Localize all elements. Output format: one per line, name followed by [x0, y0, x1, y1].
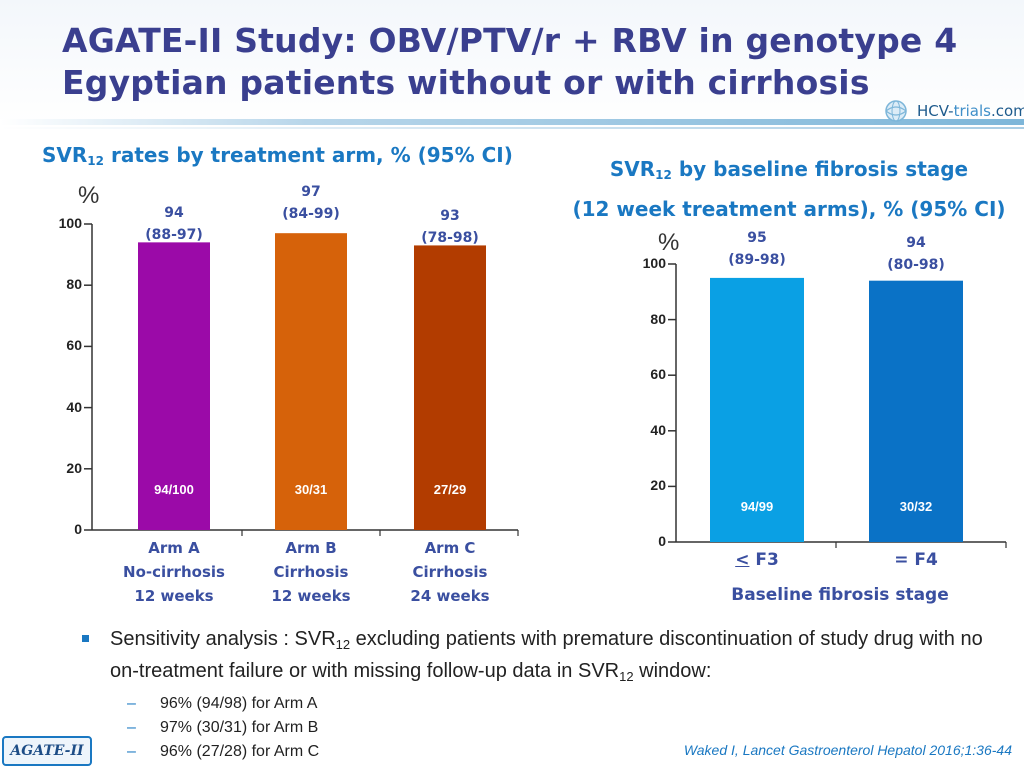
sub-bullet-arm-a: – 96% (94/98) for Arm A — [80, 692, 1010, 716]
arm-y-tick-label: 0 — [74, 521, 82, 537]
fibrosis-y-tick-label: 100 — [642, 255, 666, 271]
sub-bullet-text: 96% (27/28) for Arm C — [160, 743, 320, 760]
right-title-svr: SVR — [609, 157, 656, 181]
fibrosis-value: 95 — [747, 229, 767, 246]
right-title-sub: 12 — [655, 168, 672, 182]
left-title-svr: SVR — [42, 143, 88, 167]
arm-category-label: Arm A No-cirrhosis 12 weeks — [99, 536, 249, 608]
arm-category-line: Cirrhosis — [273, 563, 349, 581]
fibrosis-value-label: 95 (89-98) — [697, 227, 817, 271]
less-equal-sign: < — [735, 550, 750, 570]
bullet-sub-1: 12 — [335, 637, 351, 652]
bullet-text-pre: Sensitivity analysis : SVR — [110, 628, 336, 650]
fibrosis-y-unit-label: % — [658, 229, 680, 256]
right-x-axis-label: Baseline fibrosis stage — [731, 585, 949, 605]
fibrosis-ci: (80-98) — [887, 256, 945, 273]
arm-category-label: Arm C Cirrhosis 24 weeks — [375, 536, 525, 608]
arm-y-tick-label: 100 — [58, 215, 82, 231]
dash-icon: – — [127, 743, 136, 760]
sub-bullet-arm-c: – 96% (27/28) for Arm C — [80, 740, 1010, 764]
arm-ci: (88-97) — [145, 227, 203, 244]
arm-y-tick-label: 20 — [66, 459, 82, 476]
arm-y-tick-label: 60 — [66, 337, 82, 354]
study-tag: AGATE-II — [2, 736, 92, 766]
header-rule — [0, 119, 1024, 125]
arm-category-line: Arm C — [424, 539, 476, 557]
fibrosis-y-tick-label: 60 — [650, 366, 666, 383]
fibrosis-y-tick-label: 80 — [650, 310, 666, 327]
bullet-text-mid: excluding patients with premature discon… — [110, 628, 983, 682]
fibrosis-count-label: 30/32 — [899, 499, 933, 514]
title-line-1: AGATE-II Study: OBV/PTV/r + RBV in genot… — [62, 21, 958, 60]
bullet-sub-2: 12 — [619, 669, 634, 684]
right-title-rest: by baseline fibrosis stage — [671, 157, 969, 181]
slide-title: AGATE-II Study: OBV/PTV/r + RBV in genot… — [62, 20, 962, 104]
right-title-line-2: (12 week treatment arms), % (95% CI) — [572, 197, 1006, 221]
sub-bullet-arm-b: – 97% (30/31) for Arm B — [80, 716, 1010, 740]
arm-ci: (78-98) — [421, 230, 479, 247]
arm-category-line: 12 weeks — [271, 587, 351, 605]
arm-value-label: 93 (78-98) — [390, 205, 510, 249]
bullet-text-post: window: — [633, 660, 712, 682]
arm-category-line: 12 weeks — [134, 587, 214, 605]
arm-category-line: Arm B — [285, 539, 337, 557]
right-title-line-1: SVR12 by baseline fibrosis stage — [566, 152, 1012, 192]
bullet-sensitivity-analysis: Sensitivity analysis : SVR12 excluding p… — [80, 626, 1010, 690]
arm-value: 93 — [440, 208, 460, 225]
arm-y-unit-label: % — [78, 182, 100, 209]
header-rule-thin — [0, 127, 1024, 129]
sub-bullet-text: 97% (30/31) for Arm B — [160, 719, 319, 736]
left-title-rest: rates by treatment arm, % (95% CI) — [104, 143, 513, 167]
title-line-2: Egyptian patients without or with cirrho… — [62, 63, 870, 102]
fibrosis-y-tick-label: 20 — [650, 477, 666, 494]
logo-text: HCV-trials.com — [917, 102, 1024, 120]
arm-count-label: 27/29 — [433, 482, 467, 497]
arm-value-label: 94 (88-97) — [114, 202, 234, 246]
logo-text-part2: trials — [953, 102, 991, 120]
citation: Waked I, Lancet Gastroenterol Hepatol 20… — [683, 742, 1012, 758]
arm-category-line: No-cirrhosis — [123, 563, 225, 581]
dash-icon: – — [127, 695, 136, 712]
fibrosis-count-label: 94/99 — [740, 499, 774, 514]
arm-y-tick-label: 40 — [66, 398, 82, 415]
arm-category-label: Arm B Cirrhosis 12 weeks — [236, 536, 386, 608]
fibrosis-y-tick-label: 40 — [650, 421, 666, 438]
arm-category-line: Arm A — [148, 539, 200, 557]
arm-value: 97 — [301, 184, 321, 201]
arm-category-line: Cirrhosis — [412, 563, 488, 581]
sub-bullet-text: 96% (94/98) for Arm A — [160, 695, 318, 712]
fibrosis-category-label-f4: = F4 — [894, 550, 938, 570]
logo-globe-icon — [885, 100, 907, 122]
fibrosis-y-tick-label: 0 — [658, 533, 666, 549]
fibrosis-category-label-f3: < F3 — [697, 548, 817, 572]
logo-text-part3: .com — [990, 102, 1024, 120]
arm-value-label: 97 (84-99) — [251, 181, 371, 225]
arm-count-label: 94/100 — [154, 482, 194, 497]
left-title-sub: 12 — [87, 154, 104, 168]
arm-count-label: 30/31 — [294, 482, 328, 497]
arm-category-line: 24 weeks — [410, 587, 490, 605]
right-chart-title: SVR12 by baseline fibrosis stage (12 wee… — [566, 152, 1012, 226]
bullet-list: Sensitivity analysis : SVR12 excluding p… — [80, 626, 1010, 764]
left-chart-title: SVR12 rates by treatment arm, % (95% CI) — [42, 143, 513, 168]
arm-ci: (84-99) — [282, 206, 340, 223]
fibrosis-value: 94 — [906, 234, 926, 251]
fibrosis-ci: (89-98) — [728, 251, 786, 268]
logo-text-part1: HCV- — [917, 102, 954, 120]
bullet-square-icon — [82, 635, 89, 642]
hcv-trials-logo: HCV-trials.com — [882, 99, 1024, 125]
arm-y-tick-label: 80 — [66, 276, 82, 293]
header-background — [0, 0, 1024, 128]
arm-value: 94 — [164, 205, 184, 222]
fibrosis-category-text: F3 — [749, 550, 779, 570]
dash-icon: – — [127, 719, 136, 736]
fibrosis-value-label: 94 (80-98) — [856, 232, 976, 276]
